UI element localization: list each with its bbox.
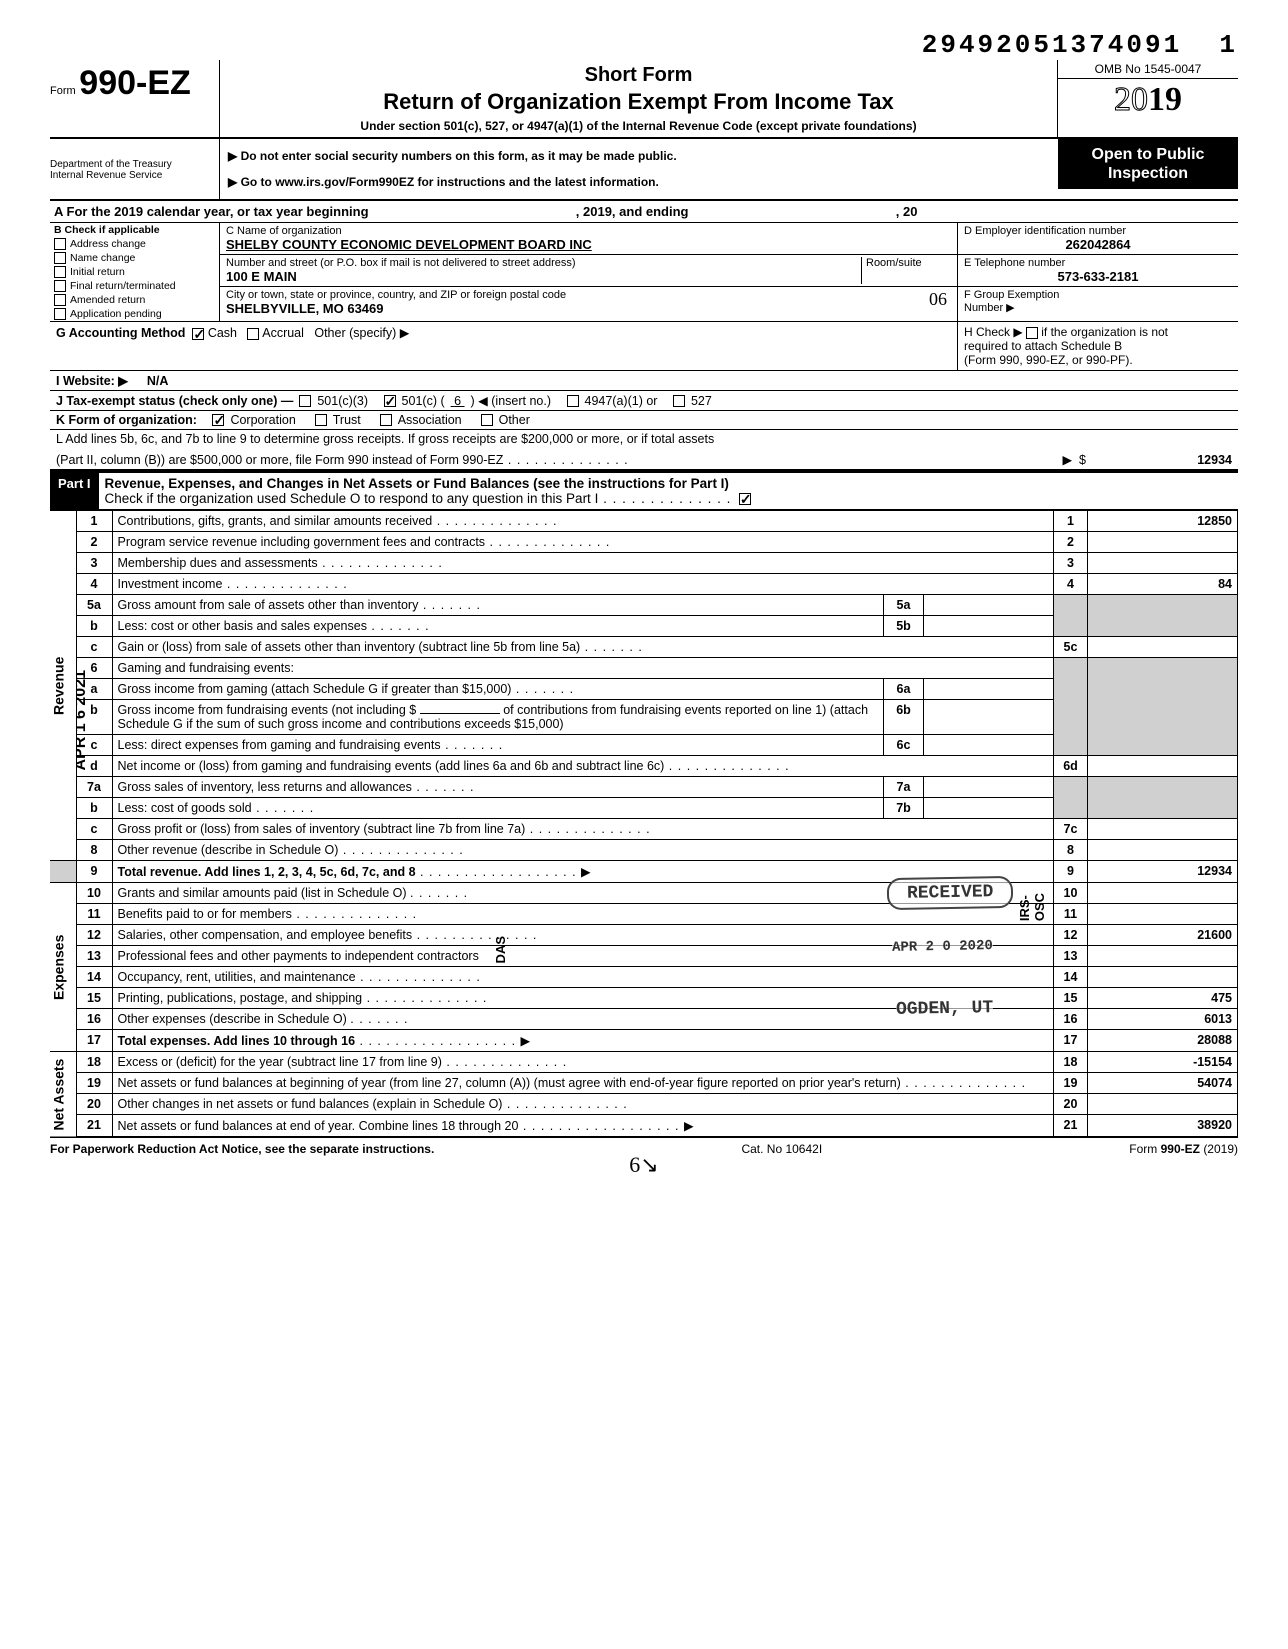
header-subtitle: Under section 501(c), 527, or 4947(a)(1)… <box>228 119 1049 133</box>
line15-value: 475 <box>1088 988 1238 1009</box>
cash-checkbox[interactable] <box>192 328 204 340</box>
checkbox[interactable] <box>54 294 66 306</box>
checkbox-4947[interactable] <box>567 395 579 407</box>
form-id-cell: Form 990-EZ <box>50 60 220 137</box>
line9-value: 12934 <box>1088 861 1238 883</box>
checkbox[interactable] <box>54 252 66 264</box>
ogden-stamp: OGDEN, UT <box>896 998 994 1020</box>
das-stamp: DAS <box>493 936 508 963</box>
checkbox-501c[interactable] <box>384 395 396 407</box>
block-k: K Form of organization: Corporation Trus… <box>50 411 1238 430</box>
irs-osc-stamp: IRS-OSC <box>1017 893 1047 921</box>
schedule-b-checkbox[interactable] <box>1026 327 1038 339</box>
header-center: Short Form Return of Organization Exempt… <box>220 60 1058 137</box>
checkbox-assoc[interactable] <box>380 414 392 426</box>
org-name: SHELBY COUNTY ECONOMIC DEVELOPMENT BOARD… <box>226 236 592 252</box>
form-990ez-page: SCANNED APR 1 6 2021 29492051374091 1 Fo… <box>50 30 1238 1178</box>
block-b: B Check if applicable Address change Nam… <box>50 223 220 321</box>
block-c: C Name of organizationSHELBY COUNTY ECON… <box>220 223 958 321</box>
line19-value: 54074 <box>1088 1073 1238 1094</box>
part1-header: Part I Revenue, Expenses, and Changes in… <box>50 471 1238 510</box>
form-header: Form 990-EZ Short Form Return of Organiz… <box>50 60 1238 139</box>
received-stamp: RECEIVED <box>886 876 1013 910</box>
block-def: D Employer identification number26204286… <box>958 223 1238 321</box>
netassets-label: Net Assets <box>50 1052 76 1138</box>
checkbox[interactable] <box>54 266 66 278</box>
checkbox-501c3[interactable] <box>299 395 311 407</box>
checkbox-trust[interactable] <box>315 414 327 426</box>
line1-value: 12850 <box>1088 511 1238 532</box>
checkbox[interactable] <box>54 280 66 292</box>
block-h: H Check ▶ if the organization is not req… <box>958 322 1238 370</box>
org-address: 100 E MAIN <box>226 268 297 284</box>
line18-value: -15154 <box>1088 1052 1238 1073</box>
org-city: SHELBYVILLE, MO 63469 <box>226 300 384 316</box>
accrual-checkbox[interactable] <box>247 328 259 340</box>
checkbox[interactable] <box>54 238 66 250</box>
checkbox-other[interactable] <box>481 414 493 426</box>
ein: 262042864 <box>964 237 1232 252</box>
dept-treasury: Department of the Treasury Internal Reve… <box>50 139 220 199</box>
checkbox-corp[interactable] <box>212 414 224 426</box>
handwritten-06: 06 <box>929 289 947 310</box>
dln: 29492051374091 1 <box>922 30 1238 60</box>
return-title: Return of Organization Exempt From Incom… <box>228 89 1049 115</box>
tax-year: 20201919 <box>1058 79 1238 121</box>
block-gh: G Accounting Method Cash Accrual Other (… <box>50 322 1238 371</box>
entity-grid: B Check if applicable Address change Nam… <box>50 223 1238 322</box>
line4-value: 84 <box>1088 574 1238 595</box>
line16-value: 6013 <box>1088 1009 1238 1030</box>
date-stamp: APR 2 0 2020 <box>892 935 993 957</box>
gross-receipts: 12934 <box>1092 453 1232 467</box>
website: N/A <box>147 374 169 388</box>
telephone: 573-633-2181 <box>964 269 1232 284</box>
line12-value: 21600 <box>1088 925 1238 946</box>
line21-value: 38920 <box>1088 1115 1238 1138</box>
block-j: J Tax-exempt status (check only one) — 5… <box>50 391 1238 411</box>
header-instructions: Do not enter social security numbers on … <box>220 139 1058 199</box>
short-form-title: Short Form <box>228 64 1049 87</box>
header-right: OMB No 1545-0047 20201919 <box>1058 60 1238 137</box>
omb-number: OMB No 1545-0047 <box>1058 60 1238 79</box>
block-i: I Website: ▶ N/A <box>50 371 1238 391</box>
schedule-o-checkbox[interactable] <box>739 493 751 505</box>
top-bar: 29492051374091 1 <box>50 30 1238 60</box>
open-to-public: Open to Public Inspection <box>1058 139 1238 199</box>
revenue-label: Revenue <box>50 511 76 861</box>
checkbox-527[interactable] <box>673 395 685 407</box>
header-row2: Department of the Treasury Internal Reve… <box>50 139 1238 201</box>
part1-table: Revenue 1 Contributions, gifts, grants, … <box>50 510 1238 1138</box>
line17-value: 28088 <box>1088 1030 1238 1052</box>
checkbox[interactable] <box>54 308 66 320</box>
block-a: A For the 2019 calendar year, or tax yea… <box>50 201 1238 223</box>
block-l: L Add lines 5b, 6c, and 7b to line 9 to … <box>50 430 1238 471</box>
expenses-label: Expenses <box>50 883 76 1052</box>
